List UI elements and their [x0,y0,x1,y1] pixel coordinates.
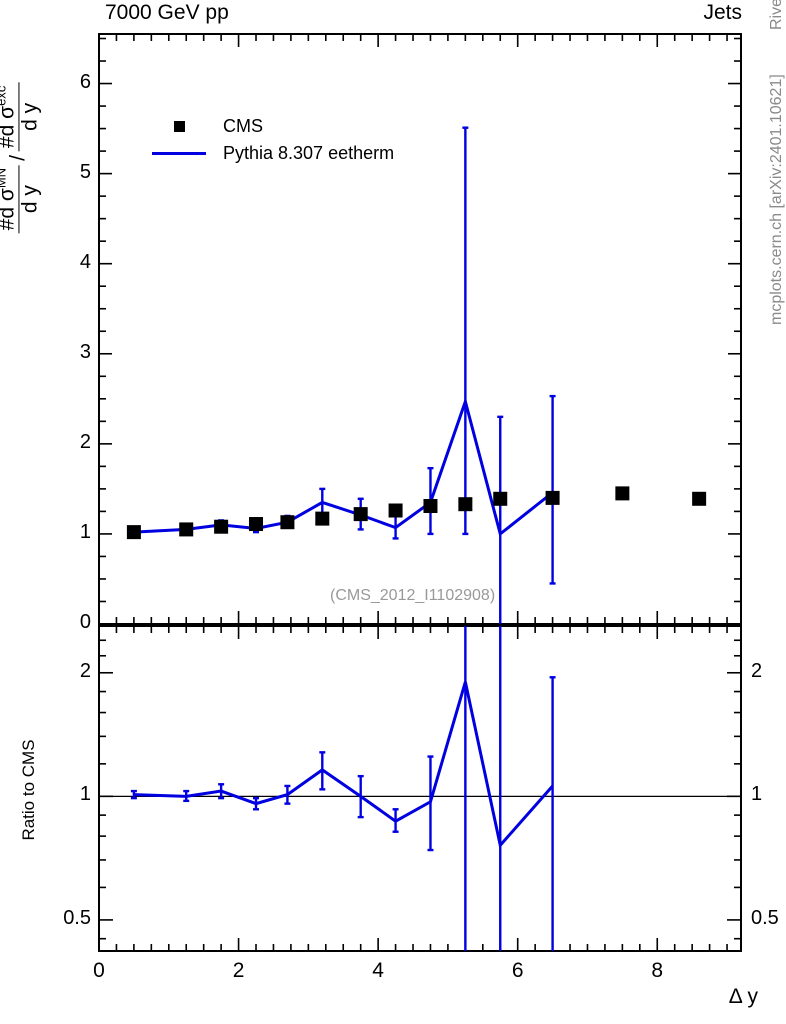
header-analysis-category: Jets [703,1,742,24]
axis-tick-label: 4 [372,959,384,982]
axis-tick-label: 5 [79,160,91,183]
axis-tick-label: 2 [232,959,245,982]
data-point [126,525,141,540]
axis-tick-label: 2 [79,430,91,453]
data-point [615,486,630,501]
axis-tick-label: 2 [79,659,91,682]
legend-item-pythia[interactable]: Pythia 8.307 eetherm [143,140,394,167]
axis-tick-label: 0.5 [63,906,91,929]
axis-tick-label: 0.5 [751,906,779,929]
data-point [493,491,508,506]
legend-label: CMS [223,116,263,136]
analysis-id-watermark: (CMS_2012_I1102908) [330,587,496,604]
data-point [214,519,229,534]
data-point [353,507,368,522]
axis-tick-label: 8 [651,959,664,982]
data-point [315,511,330,526]
ratio-plot-frame [98,625,742,952]
data-point [179,522,194,537]
legend-item-cms[interactable]: CMS [143,113,394,140]
axis-tick-label: 1 [79,783,91,806]
axis-tick-label: 1 [79,520,91,543]
axis-tick-label: 3 [79,340,91,363]
line-marker-icon [143,152,215,155]
legend-label: Pythia 8.307 eetherm [223,143,395,163]
main-plot-frame [98,33,742,625]
axis-tick-label: 6 [511,959,524,982]
axis-tick-label: 0 [79,611,91,633]
data-point [388,503,403,518]
data-point [280,515,295,530]
axis-tick-label: 6 [79,70,91,93]
data-point [249,517,264,532]
data-point [692,491,707,506]
square-marker-icon [143,121,215,132]
data-point [458,497,473,512]
axis-tick-label: 1 [751,783,763,806]
axis-tick-label: 2 [751,659,763,682]
axis-tick-label: 4 [79,250,91,273]
header-beam-info: 7000 GeV pp [105,1,229,24]
legend: CMS Pythia 8.307 eetherm [143,113,394,167]
data-point [423,499,438,513]
x-axis-label: Δ y [728,985,758,1008]
data-point [545,490,560,505]
axis-tick-label: 0 [93,959,105,982]
